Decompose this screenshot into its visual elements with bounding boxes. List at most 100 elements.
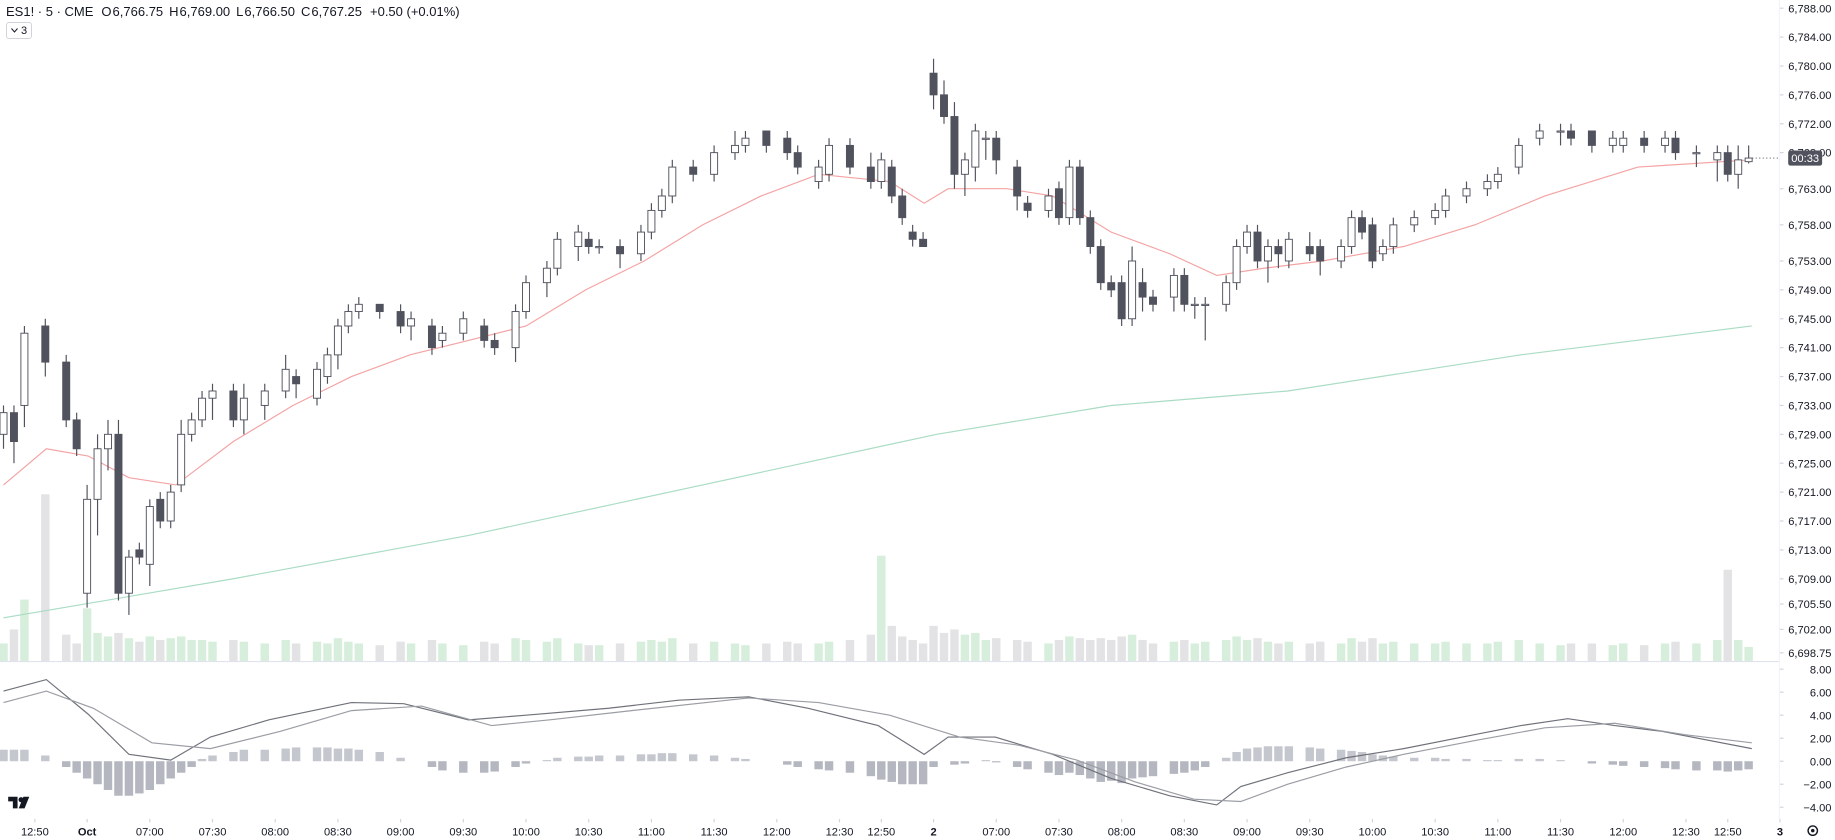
volume-bar	[657, 641, 667, 662]
macd-hist	[615, 755, 625, 762]
candle-body	[427, 325, 436, 349]
macd-hist	[1357, 752, 1367, 762]
candle-body	[323, 354, 332, 378]
candle-body	[981, 137, 990, 140]
macd-hist	[1263, 746, 1273, 762]
volume-bar	[438, 643, 447, 662]
macd-hist	[1671, 761, 1680, 770]
volume-bar	[971, 632, 980, 662]
macd-hist	[1723, 761, 1732, 772]
volume-bar	[1023, 641, 1032, 662]
volume-bar	[1065, 636, 1074, 662]
x-tick-label: 12:50	[21, 826, 49, 838]
volume-bar	[1619, 643, 1628, 662]
macd-hist	[1389, 756, 1398, 762]
macd-hist	[135, 761, 144, 794]
macd-hist	[1733, 761, 1743, 771]
volume-bar	[594, 645, 604, 662]
volume-bar	[709, 641, 719, 662]
candle-body	[1347, 217, 1356, 248]
volume-bar	[490, 643, 499, 662]
macd-hist	[1054, 761, 1064, 776]
candle-body	[1316, 246, 1325, 262]
y-tick-label: 6,749.00	[1788, 285, 1831, 297]
candle-body	[511, 311, 520, 349]
candle-body	[960, 159, 969, 175]
candle-body	[1640, 137, 1649, 146]
candle-body	[574, 231, 583, 248]
chevron	[11, 28, 18, 33]
ohlc-key: L	[236, 4, 244, 19]
volume-bar	[375, 645, 384, 662]
volume-bar	[1075, 638, 1085, 662]
x-tick-label: 08:30	[324, 826, 352, 838]
volume-bar	[333, 638, 343, 662]
volume-bar	[145, 636, 155, 662]
y-tick-label: 6,717.00	[1788, 516, 1831, 528]
candle-body	[1514, 144, 1523, 168]
volume-bar	[1242, 639, 1252, 662]
macd-hist	[72, 761, 81, 773]
volume-bar	[1723, 569, 1732, 662]
volume-bar	[1054, 639, 1064, 662]
candle-body	[1044, 195, 1053, 211]
volume-bar	[1535, 643, 1544, 662]
macd-hist	[709, 755, 719, 762]
ohlc-value: 6,769.00	[179, 4, 231, 19]
y-tick-label: 6,741.00	[1788, 343, 1831, 355]
macd-y-tick-label: −4.00	[1803, 802, 1831, 814]
volume-bar	[135, 641, 144, 662]
volume-bar	[1608, 645, 1618, 662]
volume-bar	[1263, 641, 1273, 662]
volume-bar	[354, 643, 364, 662]
ohlc-value: 6,767.25	[311, 4, 362, 19]
candle-body	[1493, 173, 1502, 183]
macd-hist	[1713, 761, 1722, 771]
macd-hist	[176, 761, 186, 773]
candle-body	[971, 130, 980, 168]
macd-hist	[793, 761, 802, 767]
volume-bar	[1368, 638, 1377, 662]
macd-hist	[814, 761, 823, 770]
volume-bar	[992, 638, 1001, 662]
candle-body	[396, 311, 405, 327]
macd-hist	[1744, 761, 1753, 770]
macd-hist	[1138, 761, 1147, 778]
candle-body	[1075, 166, 1084, 219]
macd-hist	[1368, 754, 1377, 762]
volume-bar	[479, 641, 489, 662]
volume-bar	[1483, 643, 1492, 662]
macd-hist	[344, 748, 353, 762]
volume-bar	[1096, 638, 1105, 662]
candle-body	[1128, 260, 1137, 320]
macd-hist	[187, 761, 196, 767]
y-tick-label: 6,737.00	[1788, 372, 1831, 384]
volume-bar	[1221, 639, 1231, 662]
logo	[8, 796, 30, 809]
macd-hist	[877, 761, 886, 780]
candle-body	[689, 166, 698, 175]
macd-hist	[1430, 757, 1440, 762]
settings-icon[interactable]	[1807, 825, 1819, 837]
volume-bar	[9, 629, 19, 662]
volume-bar	[877, 555, 886, 662]
candle-body	[522, 282, 530, 313]
macd-hist	[897, 761, 907, 785]
volume-bar	[574, 643, 583, 662]
candle-body	[438, 332, 447, 341]
x-tick-label: 3	[1777, 826, 1783, 838]
macd-hist	[574, 756, 583, 762]
candle-body	[198, 397, 207, 421]
volume-bar	[93, 632, 102, 662]
candle-body	[1358, 217, 1366, 233]
macd-hist	[1410, 757, 1419, 762]
volume-bar	[615, 643, 625, 662]
volume-bar	[1430, 643, 1440, 662]
candle-body	[177, 433, 186, 486]
indicator-toggle[interactable]: 3	[6, 22, 33, 39]
macd-line	[3, 690, 1752, 803]
x-tick-label: 12:30	[1672, 826, 1700, 838]
macd-hist	[845, 761, 855, 773]
candle-body	[595, 246, 604, 249]
macd-hist	[1493, 760, 1503, 762]
